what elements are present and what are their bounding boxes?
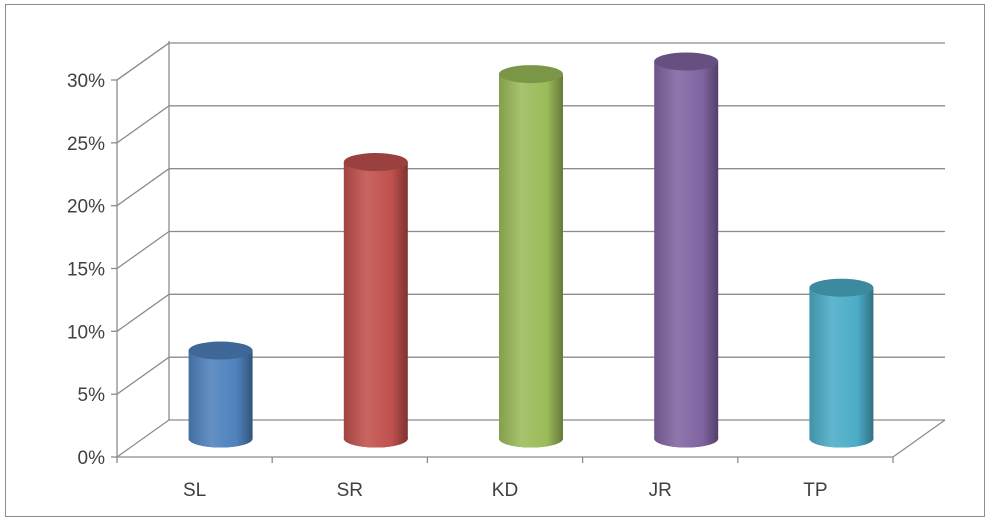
bar-top [654, 52, 719, 71]
gridline-depth [116, 419, 170, 458]
x-tick-label: TP [803, 480, 827, 501]
bar-body [654, 61, 719, 448]
gridline-depth [116, 356, 170, 395]
gridline-depth [116, 293, 170, 332]
side-wall-gridlines [116, 41, 170, 458]
y-tick-label: 10% [67, 322, 105, 343]
bar-sr [343, 153, 408, 448]
y-axis: 0% 5% 10% 15% 20% 25% 30% [67, 71, 118, 469]
bar-body [188, 350, 253, 448]
x-tick-label: KD [492, 480, 518, 501]
x-axis: SL SR KD JR TP [116, 457, 894, 501]
x-tick-label: JR [649, 480, 672, 501]
bar-top [343, 153, 408, 172]
y-tick-label: 20% [67, 197, 105, 218]
bar-body [499, 74, 563, 448]
bar-sl [188, 341, 253, 448]
bar-top [188, 341, 253, 360]
bar-jr [654, 52, 719, 448]
x-tick-label: SL [183, 480, 206, 501]
y-tick-label: 5% [78, 385, 106, 406]
bar-kd [499, 65, 563, 448]
y-tick-label: 0% [78, 448, 106, 469]
gridline-depth [116, 168, 170, 207]
y-tick-label: 25% [67, 134, 105, 155]
y-tick-label: 15% [67, 260, 105, 281]
x-tick-label: SR [337, 480, 363, 501]
gridline-depth [116, 105, 170, 144]
gridline-depth [116, 230, 170, 270]
bar-body [343, 162, 408, 448]
bar-top [809, 278, 874, 297]
gridline-depth [116, 42, 170, 81]
bar-top [499, 65, 563, 84]
floor-right-edge [892, 419, 946, 458]
bar-body [809, 287, 874, 448]
y-tick-label: 30% [67, 71, 105, 92]
bar-tp [809, 278, 874, 448]
bar-series [188, 52, 874, 448]
